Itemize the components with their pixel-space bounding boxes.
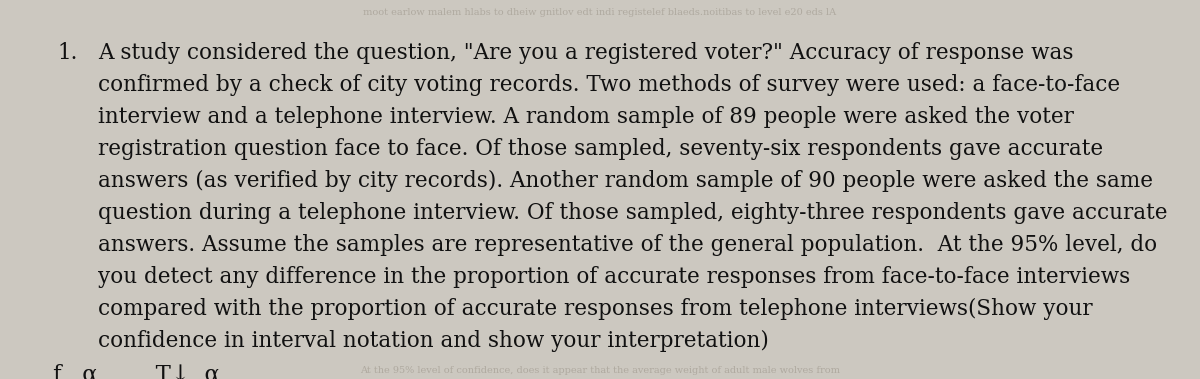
Text: At the 95% level of confidence, does it appear that the average weight of adult : At the 95% level of confidence, does it … [360,366,840,375]
Text: registration question face to face. Of those sampled, seventy-six respondents ga: registration question face to face. Of t… [98,138,1104,160]
Text: moot earlow malem hlabs to dheiw gnitlov edt indi registelef blaeds.noitibas to : moot earlow malem hlabs to dheiw gnitlov… [364,8,836,17]
Text: answers (as verified by city records). Another random sample of 90 people were a: answers (as verified by city records). A… [98,170,1153,192]
Text: confirmed by a check of city voting records. Two methods of survey were used: a : confirmed by a check of city voting reco… [98,74,1121,96]
Text: compared with the proportion of accurate responses from telephone interviews(Sho: compared with the proportion of accurate… [98,298,1093,320]
Text: A study considered the question, "Are you a registered voter?" Accuracy of respo: A study considered the question, "Are yo… [98,42,1074,64]
Text: interview and a telephone interview. A random sample of 89 people were asked the: interview and a telephone interview. A r… [98,106,1074,128]
Text: 1.: 1. [58,42,78,64]
Text: ƒ   α        T↓  α: ƒ α T↓ α [53,364,221,379]
Text: answers. Assume the samples are representative of the general population.  At th: answers. Assume the samples are represen… [98,234,1158,256]
Text: question during a telephone interview. Of those sampled, eighty-three respondent: question during a telephone interview. O… [98,202,1168,224]
Text: confidence in interval notation and show your interpretation): confidence in interval notation and show… [98,330,769,352]
Text: you detect any difference in the proportion of accurate responses from face-to-f: you detect any difference in the proport… [98,266,1130,288]
